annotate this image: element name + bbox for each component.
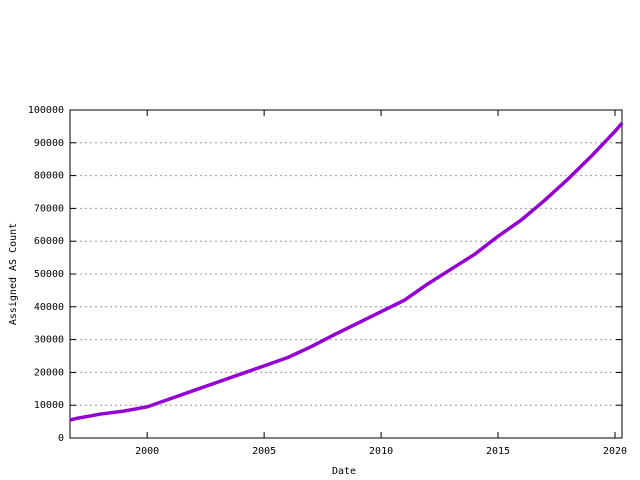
- y-tick-label: 80000: [34, 171, 64, 182]
- y-tick-label: 40000: [34, 302, 64, 313]
- y-tick-label: 10000: [34, 400, 64, 411]
- x-tick-label: 2000: [135, 446, 159, 457]
- data-line: [69, 121, 624, 422]
- x-tick-label: 2005: [252, 446, 276, 457]
- x-tick-label: 2020: [603, 446, 627, 457]
- x-axis-label: Date: [332, 466, 356, 477]
- y-tick-label: 30000: [34, 335, 64, 346]
- y-tick-label: 50000: [34, 269, 64, 280]
- x-tick-label: 2010: [369, 446, 393, 457]
- y-tick-label: 60000: [34, 236, 64, 247]
- plot-border: [69, 109, 623, 439]
- y-tick-label: 90000: [34, 138, 64, 149]
- y-axis-label: Assigned AS Count: [8, 223, 19, 325]
- y-tick-label: 70000: [34, 203, 64, 214]
- y-tick-label: 100000: [28, 105, 64, 116]
- x-tick-label: 2015: [486, 446, 510, 457]
- y-tick-label: 20000: [34, 367, 64, 378]
- y-tick-label: 0: [58, 433, 64, 444]
